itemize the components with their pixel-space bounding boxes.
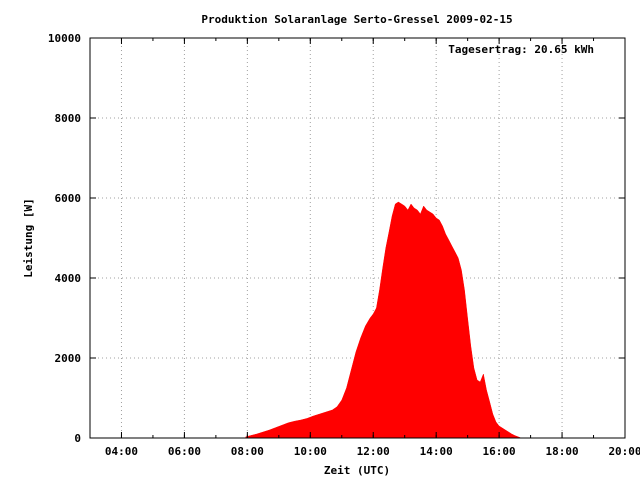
- power-area: [245, 201, 522, 439]
- daily-yield-label: Tagesertrag: 20.65 kWh: [448, 43, 594, 56]
- x-tick-label: 18:00: [545, 445, 578, 458]
- y-axis: 0 2000 4000 6000 8000 10000: [48, 32, 625, 445]
- y-tick-label: 6000: [55, 192, 82, 205]
- y-axis-label: Leistung [W]: [22, 198, 35, 277]
- x-tick-label: 10:00: [294, 445, 327, 458]
- x-tick-label: 14:00: [420, 445, 453, 458]
- x-tick-label: 20:00: [608, 445, 640, 458]
- plot-area: 04:00 06:00 08:00 10:00 12:00 14:00 16:00 18:00…: [48, 32, 640, 458]
- y-tick-label: 8000: [55, 112, 82, 125]
- x-tick-label: 08:00: [231, 445, 264, 458]
- x-axis: 04:00 06:00 08:00 10:00 12:00 14:00 16:00 18:00…: [89, 38, 640, 458]
- x-tick-label: 16:00: [483, 445, 516, 458]
- chart-title: Produktion Solaranlage Serto-Gressel 200…: [201, 13, 512, 26]
- x-tick-label: 06:00: [168, 445, 201, 458]
- y-tick-label: 10000: [48, 32, 81, 45]
- y-tick-label: 2000: [55, 352, 82, 365]
- x-axis-label: Zeit (UTC): [324, 464, 390, 477]
- x-tick-label: 12:00: [357, 445, 390, 458]
- y-tick-label: 4000: [55, 272, 82, 285]
- x-tick-label: 04:00: [105, 445, 138, 458]
- plot-frame: [89, 37, 626, 439]
- y-tick-label: 0: [74, 432, 81, 445]
